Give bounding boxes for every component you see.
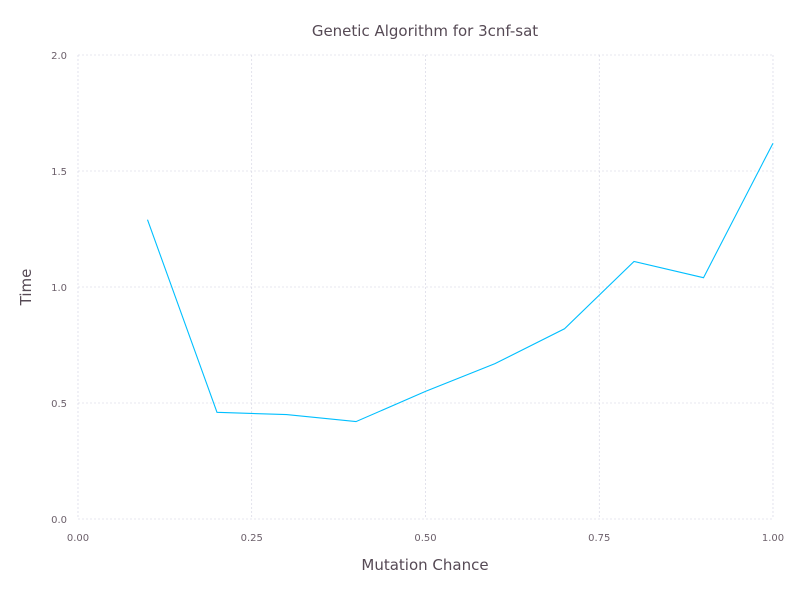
data-point [703, 277, 705, 279]
data-point [216, 411, 218, 413]
data-point [633, 260, 635, 262]
data-point [355, 421, 357, 423]
y-tick-label: 2.0 [51, 51, 67, 62]
data-point [147, 219, 149, 221]
data-point [494, 363, 496, 365]
x-tick-label: 1.00 [762, 533, 784, 544]
series-line-0 [146, 142, 774, 423]
y-tick-label: 1.0 [51, 283, 67, 294]
y-axis-ticks: 0.0 0.5 1.0 1.5 2.0 [51, 51, 67, 526]
x-tick-label: 0.00 [67, 533, 89, 544]
x-tick-label: 0.50 [414, 533, 436, 544]
x-axis-ticks: 0.00 0.25 0.50 0.75 1.00 [67, 533, 784, 544]
y-axis-label: Time [17, 269, 35, 307]
y-tick-label: 0.0 [51, 515, 67, 526]
grid [77, 54, 774, 520]
x-axis-label: Mutation Chance [361, 556, 488, 574]
x-tick-label: 0.75 [588, 533, 610, 544]
data-point [425, 390, 427, 392]
y-tick-label: 0.5 [51, 399, 67, 410]
data-point [286, 414, 288, 416]
series-layer [146, 142, 774, 423]
x-tick-label: 0.25 [241, 533, 263, 544]
data-point [564, 328, 566, 330]
y-tick-label: 1.5 [51, 167, 67, 178]
data-point [772, 142, 774, 144]
chart-title: Genetic Algorithm for 3cnf-sat [312, 22, 538, 40]
